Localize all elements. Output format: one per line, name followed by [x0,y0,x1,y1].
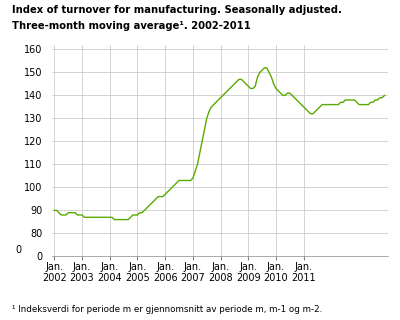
Text: ¹ Indeksverdi for periode m er gjennomsnitt av periode m, m-1 og m-2.: ¹ Indeksverdi for periode m er gjennomsn… [12,305,322,314]
Text: 0: 0 [16,245,22,255]
Text: Index of turnover for manufacturing. Seasonally adjusted.: Index of turnover for manufacturing. Sea… [12,5,342,15]
Text: Three-month moving average¹. 2002-2011: Three-month moving average¹. 2002-2011 [12,21,251,31]
